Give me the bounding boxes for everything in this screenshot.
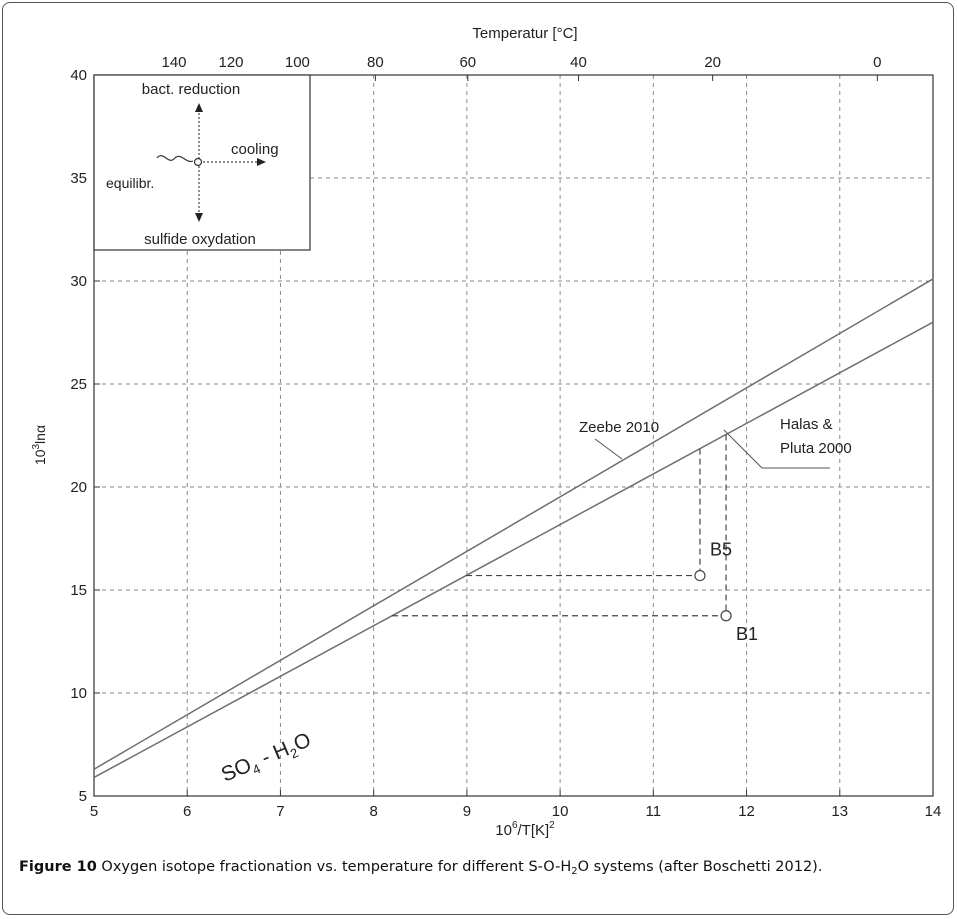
y-tick-label: 10 [70, 685, 87, 702]
system-label: SO4 - H2O [218, 728, 316, 789]
y-axis-title: 103lnα [31, 425, 48, 465]
y-tick-label: 25 [70, 376, 87, 393]
y-tick-label: 15 [70, 582, 87, 599]
x-tick-label: 10 [552, 803, 569, 820]
top-tick-label: 140 [162, 54, 187, 71]
x-tick-label: 11 [646, 803, 662, 820]
point-b5 [694, 569, 706, 582]
series-zeebe-line [93, 278, 934, 770]
point-label-b5: B5 [710, 540, 732, 560]
point-b1 [720, 610, 732, 622]
top-axis-ticks: 140 120 100 80 60 40 20 0 [162, 54, 882, 81]
top-tick-label: 40 [570, 54, 587, 71]
top-axis-title: Temperatur [°C] [472, 25, 577, 42]
inset-sulfide-oxydation: sulfide oxydation [144, 231, 256, 248]
caption-text-1: Oxygen isotope fractionation vs. tempera… [96, 859, 572, 875]
x-tick-label: 12 [738, 803, 755, 820]
plot-border [93, 74, 934, 797]
zeebe-leader [594, 438, 623, 460]
y-tick-label: 20 [70, 479, 87, 496]
top-tick-label: 120 [218, 54, 243, 71]
inset-cooling: cooling [231, 141, 279, 158]
zeebe-label: Zeebe 2010 [579, 419, 659, 436]
y-tick-label: 5 [79, 788, 87, 805]
grid [94, 75, 933, 796]
point-label-b1: B1 [736, 624, 758, 644]
halas-leader [723, 429, 830, 469]
x-tick-label: 6 [183, 803, 191, 820]
halas-label-1: Halas & [780, 416, 833, 433]
x-tick-label: 14 [925, 803, 942, 820]
inset-equilibr: equilibr. [106, 175, 154, 191]
process-inset: bact. reduction cooling equilibr. sulfid… [93, 74, 311, 251]
isotope-fractionation-chart: 5 6 7 8 9 10 11 12 13 14 5 10 15 20 25 30 35 40 140 120 10… [31, 25, 942, 839]
top-tick-label: 0 [873, 54, 881, 71]
x-tick-label: 9 [463, 803, 471, 820]
series-halas-line [93, 321, 934, 779]
x-tick-label: 13 [831, 803, 848, 820]
x-tick-label: 7 [276, 803, 284, 820]
top-tick-label: 20 [704, 54, 721, 71]
series-lines [93, 278, 934, 779]
x-axis-ticks: 5 6 7 8 9 10 11 12 13 14 [90, 790, 942, 820]
figure-caption: Figure 10 Oxygen isotope fractionation v… [19, 857, 919, 882]
x-axis-title: 106/T[K]2 [495, 820, 555, 839]
top-tick-label: 80 [367, 54, 384, 71]
halas-label-2: Pluta 2000 [780, 440, 852, 457]
y-tick-label: 30 [70, 273, 87, 290]
caption-subscript: 2 [571, 866, 578, 877]
caption-text-2: O systems (after Boschetti 2012). [577, 859, 823, 875]
point-guides [392, 434, 727, 617]
x-tick-label: 8 [369, 803, 377, 820]
inset-bact-reduction: bact. reduction [142, 81, 240, 98]
top-tick-label: 100 [285, 54, 310, 71]
sample-points: B5 B1 [694, 540, 758, 644]
y-axis-ticks: 5 10 15 20 25 30 35 40 [70, 67, 100, 805]
top-tick-label: 60 [459, 54, 476, 71]
y-tick-label: 35 [70, 170, 87, 187]
x-tick-label: 5 [90, 803, 98, 820]
y-tick-label: 40 [70, 67, 87, 84]
caption-label: Figure 10 [19, 859, 97, 875]
